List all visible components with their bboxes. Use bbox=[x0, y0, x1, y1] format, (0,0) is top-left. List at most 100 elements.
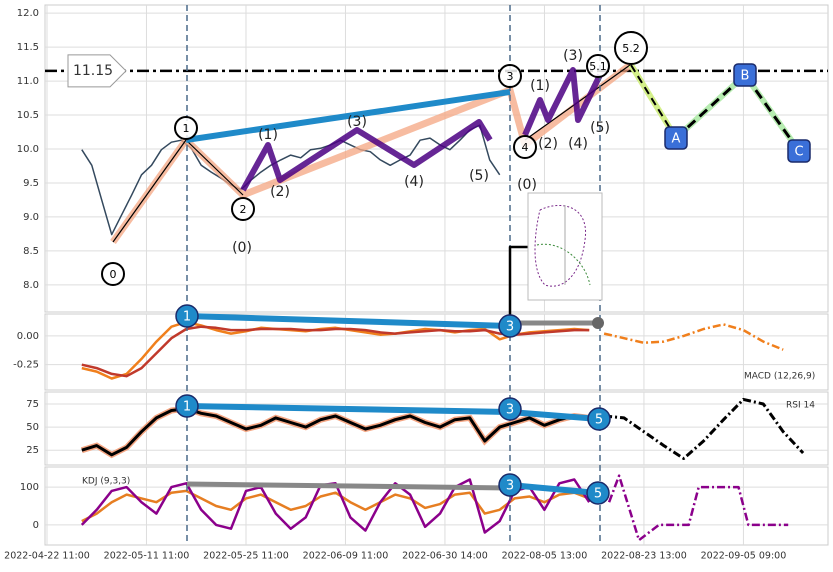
wave-circle bbox=[614, 31, 648, 65]
level-label: 11.15 bbox=[73, 63, 113, 79]
panel-label: MACD (12,26,9) bbox=[744, 372, 815, 382]
abc-box bbox=[664, 126, 688, 150]
y-tick-label: 11.5 bbox=[17, 42, 39, 53]
inset bbox=[527, 192, 603, 301]
marker-label: 5 bbox=[594, 487, 602, 502]
wave-label: 4 bbox=[522, 141, 529, 154]
wave-circle bbox=[498, 64, 522, 88]
wave-circle bbox=[513, 135, 537, 159]
sub-wave bbox=[522, 67, 603, 137]
divergence-line bbox=[186, 313, 511, 329]
abc-label: B bbox=[741, 69, 750, 84]
marker-circle bbox=[586, 481, 610, 505]
wave-label: (5) bbox=[469, 168, 489, 184]
panel-label: RSI 14 bbox=[786, 401, 815, 411]
panel-frame bbox=[44, 391, 829, 466]
x-tick-label: 2022-04-22 11:00 bbox=[4, 551, 90, 562]
data-layer bbox=[45, 69, 828, 542]
marker-label: 1 bbox=[183, 400, 191, 415]
y-tick-label: 0 bbox=[33, 520, 39, 531]
y-tick-label: 0.00 bbox=[17, 331, 39, 342]
end-dot bbox=[592, 317, 604, 329]
wave-label: 0 bbox=[110, 268, 117, 281]
x-tick-label: 2022-08-23 13:00 bbox=[601, 551, 687, 562]
divergence-line bbox=[186, 481, 511, 491]
inset-loop bbox=[536, 243, 591, 286]
y-tick-label: 100 bbox=[20, 482, 39, 493]
y-tick-label: 75 bbox=[26, 399, 39, 410]
inset-loop bbox=[534, 204, 586, 287]
wave-label: (1) bbox=[258, 127, 278, 143]
marker-label: 5 bbox=[595, 413, 603, 428]
wave-label: (3) bbox=[347, 114, 367, 130]
wave-circle bbox=[231, 197, 255, 221]
grid-layer: 8.0 8.5 9.0 9.5 10.0 10.5 11.0 11.5 12.0 -0.25 0.0… bbox=[4, 4, 829, 562]
panel-frame bbox=[44, 4, 829, 313]
wave-label: (0) bbox=[232, 240, 252, 256]
marker-label: 3 bbox=[506, 403, 514, 418]
wave-label: (4) bbox=[404, 174, 424, 190]
y-tick-label: 12.0 bbox=[17, 8, 39, 19]
sub-wave bbox=[240, 119, 493, 192]
y-tick-label: 8.5 bbox=[23, 246, 39, 257]
wave-label: (2) bbox=[270, 184, 290, 200]
y-tick-label: 9.0 bbox=[23, 212, 39, 223]
wave-label: (1) bbox=[530, 78, 550, 94]
connector bbox=[508, 245, 528, 320]
abc-line bbox=[630, 64, 677, 139]
line bbox=[603, 397, 805, 460]
y-tick-label: 50 bbox=[26, 422, 39, 433]
x-tick-label: 2022-05-25 11:00 bbox=[203, 551, 289, 562]
panel-frame bbox=[44, 466, 829, 546]
abc-label: C bbox=[794, 145, 803, 160]
abc-box bbox=[787, 139, 811, 163]
wave-label: (4) bbox=[568, 136, 588, 152]
marker-label: 3 bbox=[506, 320, 514, 335]
y-tick-label: 8.0 bbox=[23, 280, 39, 291]
marker-circle bbox=[175, 394, 199, 418]
wave-label: 3 bbox=[507, 70, 514, 83]
panel-frame bbox=[44, 313, 829, 391]
marker-circle bbox=[498, 473, 522, 497]
x-tick-label: 2022-06-30 14:00 bbox=[402, 551, 488, 562]
wave-label: 2 bbox=[240, 203, 247, 216]
marker-circle bbox=[498, 397, 522, 421]
wave-label: (0) bbox=[517, 177, 537, 193]
x-tick-label: 2022-06-09 11:00 bbox=[303, 551, 389, 562]
divergence-line bbox=[509, 482, 599, 496]
panel-label: KDJ (9,3,3) bbox=[82, 477, 130, 487]
y-tick-label: 9.5 bbox=[23, 178, 39, 189]
wave-label: 1 bbox=[183, 122, 190, 135]
wave-label: 5.1 bbox=[589, 60, 607, 73]
y-tick-label: -0.25 bbox=[13, 360, 39, 371]
y-tick-label: 11.0 bbox=[17, 76, 39, 87]
line bbox=[80, 478, 591, 534]
level-box bbox=[67, 54, 127, 88]
wave-circle bbox=[101, 262, 125, 286]
line bbox=[81, 124, 501, 236]
abc-label: A bbox=[672, 132, 681, 147]
y-tick-label: 25 bbox=[26, 445, 39, 456]
wave-label: (2) bbox=[538, 136, 558, 152]
wave-circle bbox=[586, 54, 610, 78]
marker-circle bbox=[498, 314, 522, 338]
wave-label: (3) bbox=[563, 48, 583, 64]
x-tick-label: 2022-08-05 13:00 bbox=[502, 551, 588, 562]
wave-label: 5.2 bbox=[622, 42, 640, 55]
x-tick-label: 2022-05-11 11:00 bbox=[104, 551, 190, 562]
line bbox=[603, 323, 784, 351]
marker-label: 1 bbox=[183, 310, 191, 325]
abc-box bbox=[733, 63, 757, 87]
y-tick-label: 10.5 bbox=[17, 110, 39, 121]
trend-line bbox=[185, 89, 511, 143]
line bbox=[607, 474, 789, 542]
marker-label: 3 bbox=[506, 479, 514, 494]
y-tick-label: 10.0 bbox=[17, 144, 39, 155]
wave-label: (5) bbox=[590, 120, 610, 136]
x-tick-label: 2022-09-05 09:00 bbox=[701, 551, 787, 562]
marker-circle bbox=[587, 407, 611, 431]
marker-circle bbox=[175, 304, 199, 328]
